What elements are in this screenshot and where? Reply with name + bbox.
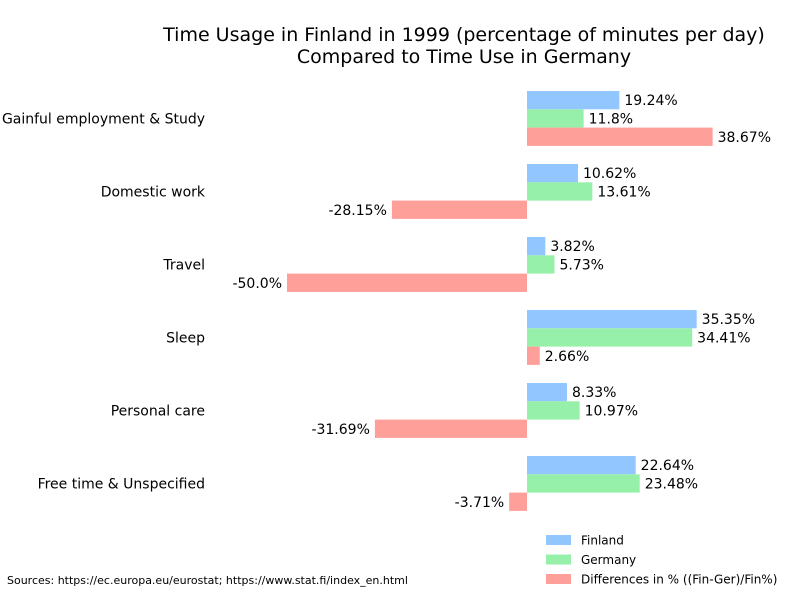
bar xyxy=(527,255,555,274)
chart-title-line: Compared to Time Use in Germany xyxy=(297,46,631,68)
data-label: 38.67% xyxy=(718,130,771,146)
bar xyxy=(527,474,640,493)
data-label: 10.97% xyxy=(585,403,638,419)
data-label: 5.73% xyxy=(560,257,604,273)
data-label: 19.24% xyxy=(624,93,677,109)
legend-swatch xyxy=(546,574,571,584)
bar xyxy=(374,419,527,438)
category-label: Domestic work xyxy=(101,184,206,200)
bar xyxy=(527,91,620,110)
bar xyxy=(527,328,693,347)
bar xyxy=(527,237,546,256)
bar xyxy=(287,273,527,292)
data-label: 23.48% xyxy=(645,476,698,492)
data-label: 8.33% xyxy=(572,385,616,401)
category-label: Gainful employment & Study xyxy=(2,111,205,127)
source-note: Sources: https://ec.europa.eu/eurostat; … xyxy=(7,574,408,587)
category-label: Personal care xyxy=(111,403,205,419)
bar xyxy=(527,383,567,402)
data-label: -3.71% xyxy=(455,495,505,511)
data-label: 11.8% xyxy=(589,111,633,127)
bars xyxy=(287,91,713,511)
chart-title: Time Usage in Finland in 1999 (percentag… xyxy=(162,24,765,68)
bar xyxy=(527,456,636,475)
bar xyxy=(527,346,540,365)
data-label: 2.66% xyxy=(545,349,589,365)
bar xyxy=(391,200,527,219)
category-label: Travel xyxy=(162,257,205,273)
bar xyxy=(527,401,580,420)
legend-label: Differences in % ((Fin-Ger)/Fin%) xyxy=(581,573,777,587)
data-label: -50.0% xyxy=(232,276,282,292)
bar xyxy=(527,164,578,183)
data-label: 3.82% xyxy=(550,239,594,255)
bar xyxy=(527,310,697,329)
data-label: 10.62% xyxy=(583,166,636,182)
data-label: -31.69% xyxy=(311,422,369,438)
legend-label: Germany xyxy=(581,553,636,567)
data-label: 35.35% xyxy=(702,312,755,328)
data-label: 34.41% xyxy=(697,330,750,346)
bar xyxy=(527,127,713,146)
legend: Finland Germany Differences in % ((Fin-Ger… xyxy=(546,534,777,587)
bar xyxy=(527,182,593,201)
data-label: 13.61% xyxy=(597,184,650,200)
legend-label: Finland xyxy=(581,534,624,548)
data-label: -28.15% xyxy=(328,203,386,219)
chart-title-line: Time Usage in Finland in 1999 (percentag… xyxy=(162,24,765,46)
data-label: 22.64% xyxy=(641,458,694,474)
bar xyxy=(509,492,527,511)
category-labels: Gainful employment & Study Domestic work T… xyxy=(2,111,206,492)
legend-swatch xyxy=(546,535,571,545)
value-labels: 19.24% 11.8% 38.67% 10.62% 13.61% -28.15% 3.82… xyxy=(232,93,771,511)
legend-swatch xyxy=(546,554,571,565)
category-label: Free time & Unspecified xyxy=(38,476,205,492)
bar xyxy=(527,109,584,128)
category-label: Sleep xyxy=(166,330,205,346)
